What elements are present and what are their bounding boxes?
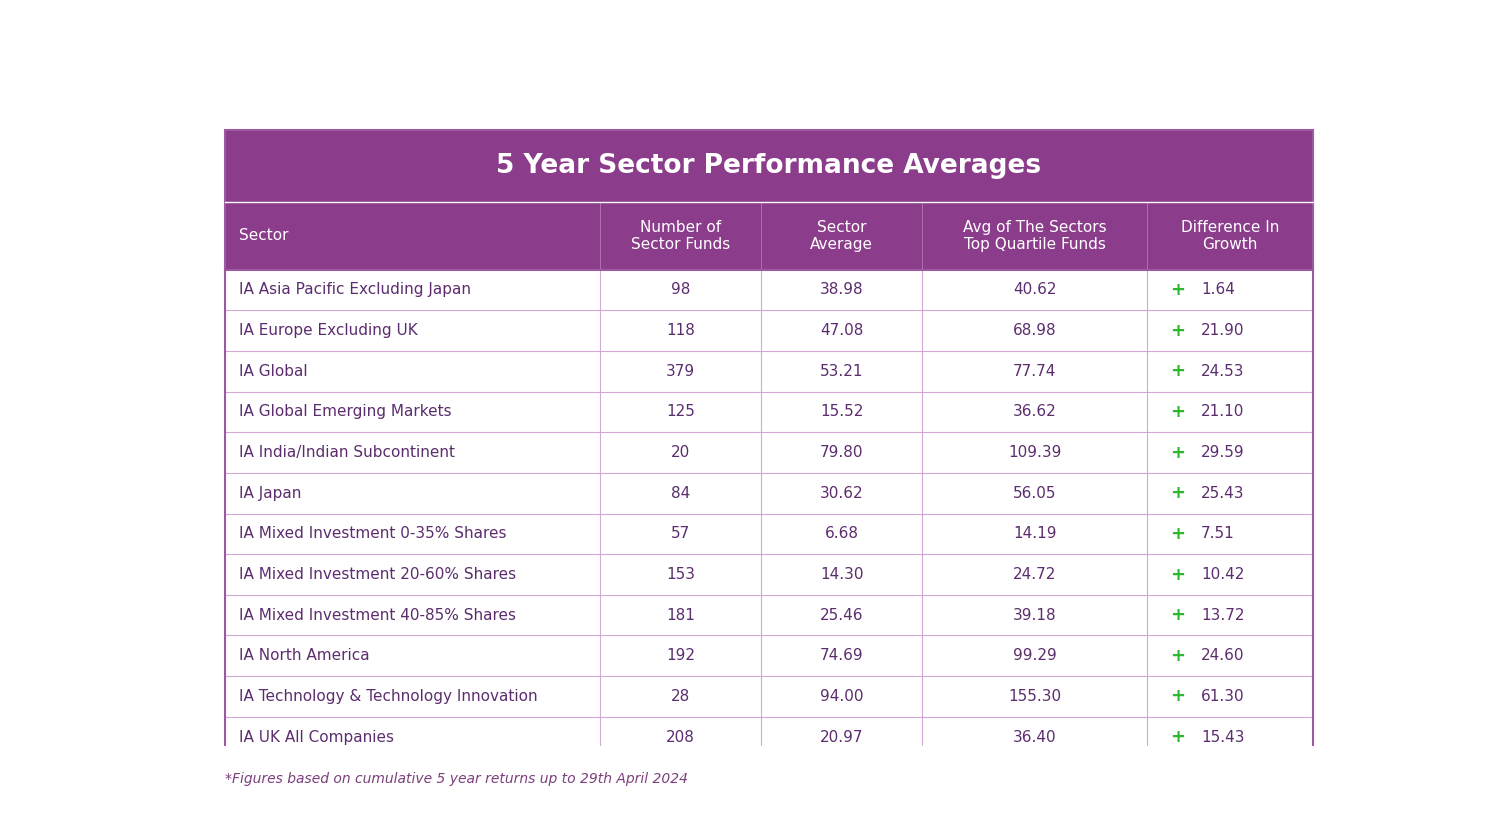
Text: 36.40: 36.40 xyxy=(1013,730,1056,745)
Bar xyxy=(225,391,1312,432)
Text: 6.68: 6.68 xyxy=(825,526,858,541)
Text: +: + xyxy=(1170,403,1185,421)
Text: 14.30: 14.30 xyxy=(821,567,864,582)
Text: 94.00: 94.00 xyxy=(821,689,864,704)
Text: 40.62: 40.62 xyxy=(1013,282,1056,297)
Text: +: + xyxy=(1170,566,1185,583)
Text: 84: 84 xyxy=(670,486,690,500)
Text: 28: 28 xyxy=(670,689,690,704)
Text: 208: 208 xyxy=(666,730,694,745)
Text: +: + xyxy=(1170,281,1185,299)
Bar xyxy=(225,676,1312,716)
Text: 192: 192 xyxy=(666,649,694,664)
Text: +: + xyxy=(1170,606,1185,624)
Bar xyxy=(225,310,1312,351)
Bar xyxy=(225,716,1312,758)
Text: IA Global Emerging Markets: IA Global Emerging Markets xyxy=(238,405,452,419)
Text: IA Global: IA Global xyxy=(238,364,308,379)
Text: 25.43: 25.43 xyxy=(1202,486,1245,500)
Text: 38.98: 38.98 xyxy=(821,282,864,297)
Text: 30.62: 30.62 xyxy=(821,486,864,500)
Text: 79.80: 79.80 xyxy=(821,445,864,460)
Text: 61.30: 61.30 xyxy=(1202,689,1245,704)
Bar xyxy=(225,432,1312,473)
Bar xyxy=(225,351,1312,391)
Text: 99.29: 99.29 xyxy=(1013,649,1056,664)
Text: 109.39: 109.39 xyxy=(1008,445,1062,460)
Text: IA Mixed Investment 0-35% Shares: IA Mixed Investment 0-35% Shares xyxy=(238,526,506,541)
Text: IA Europe Excluding UK: IA Europe Excluding UK xyxy=(238,323,417,338)
Text: IA Asia Pacific Excluding Japan: IA Asia Pacific Excluding Japan xyxy=(238,282,471,297)
Text: 5 Year Sector Performance Averages: 5 Year Sector Performance Averages xyxy=(496,153,1041,178)
Text: IA North America: IA North America xyxy=(238,649,369,664)
Text: 24.53: 24.53 xyxy=(1202,364,1245,379)
Text: +: + xyxy=(1170,647,1185,665)
Text: +: + xyxy=(1170,443,1185,462)
Bar xyxy=(225,554,1312,595)
Bar xyxy=(225,473,1312,514)
Text: 20.97: 20.97 xyxy=(821,730,864,745)
Text: 25.46: 25.46 xyxy=(821,608,864,623)
Text: Sector: Sector xyxy=(238,228,288,243)
Text: 7.51: 7.51 xyxy=(1202,526,1234,541)
Text: 24.72: 24.72 xyxy=(1013,567,1056,582)
Text: +: + xyxy=(1170,484,1185,502)
Text: 14.19: 14.19 xyxy=(1013,526,1056,541)
Text: +: + xyxy=(1170,728,1185,746)
Text: 98: 98 xyxy=(670,282,690,297)
Text: 10.42: 10.42 xyxy=(1202,567,1245,582)
Bar xyxy=(225,270,1312,310)
Text: 1.64: 1.64 xyxy=(1202,282,1234,297)
Text: +: + xyxy=(1170,687,1185,706)
Text: +: + xyxy=(1170,322,1185,339)
Text: 21.10: 21.10 xyxy=(1202,405,1245,419)
Text: 13.72: 13.72 xyxy=(1202,608,1245,623)
Text: 77.74: 77.74 xyxy=(1013,364,1056,379)
Text: IA India/Indian Subcontinent: IA India/Indian Subcontinent xyxy=(238,445,454,460)
Bar xyxy=(225,130,1312,202)
Text: 153: 153 xyxy=(666,567,694,582)
Text: 36.62: 36.62 xyxy=(1013,405,1056,419)
Text: Difference In
Growth: Difference In Growth xyxy=(1180,220,1280,252)
Text: 15.52: 15.52 xyxy=(821,405,864,419)
Text: 56.05: 56.05 xyxy=(1013,486,1056,500)
Text: 68.98: 68.98 xyxy=(1013,323,1056,338)
Text: +: + xyxy=(1170,362,1185,380)
Bar xyxy=(225,202,1312,270)
Text: 53.21: 53.21 xyxy=(821,364,864,379)
Text: +: + xyxy=(1170,525,1185,543)
Bar xyxy=(225,514,1312,554)
Text: 155.30: 155.30 xyxy=(1008,689,1062,704)
Text: 24.60: 24.60 xyxy=(1202,649,1245,664)
Text: 74.69: 74.69 xyxy=(821,649,864,664)
Text: IA Mixed Investment 40-85% Shares: IA Mixed Investment 40-85% Shares xyxy=(238,608,516,623)
Text: 21.90: 21.90 xyxy=(1202,323,1245,338)
Text: 118: 118 xyxy=(666,323,694,338)
Text: 47.08: 47.08 xyxy=(821,323,864,338)
Bar xyxy=(225,595,1312,635)
Text: *Figures based on cumulative 5 year returns up to 29th April 2024: *Figures based on cumulative 5 year retu… xyxy=(225,772,687,786)
Text: IA Japan: IA Japan xyxy=(238,486,302,500)
Text: IA UK All Companies: IA UK All Companies xyxy=(238,730,393,745)
Text: IA Mixed Investment 20-60% Shares: IA Mixed Investment 20-60% Shares xyxy=(238,567,516,582)
Text: 181: 181 xyxy=(666,608,694,623)
Text: 125: 125 xyxy=(666,405,694,419)
Text: 20: 20 xyxy=(670,445,690,460)
Text: 57: 57 xyxy=(670,526,690,541)
Text: Number of
Sector Funds: Number of Sector Funds xyxy=(632,220,730,252)
Text: Sector
Average: Sector Average xyxy=(810,220,873,252)
Text: 15.43: 15.43 xyxy=(1202,730,1245,745)
Text: 39.18: 39.18 xyxy=(1013,608,1056,623)
Text: Avg of The Sectors
Top Quartile Funds: Avg of The Sectors Top Quartile Funds xyxy=(963,220,1107,252)
Text: 29.59: 29.59 xyxy=(1202,445,1245,460)
Text: 379: 379 xyxy=(666,364,694,379)
Bar xyxy=(225,635,1312,676)
Text: IA Technology & Technology Innovation: IA Technology & Technology Innovation xyxy=(238,689,537,704)
